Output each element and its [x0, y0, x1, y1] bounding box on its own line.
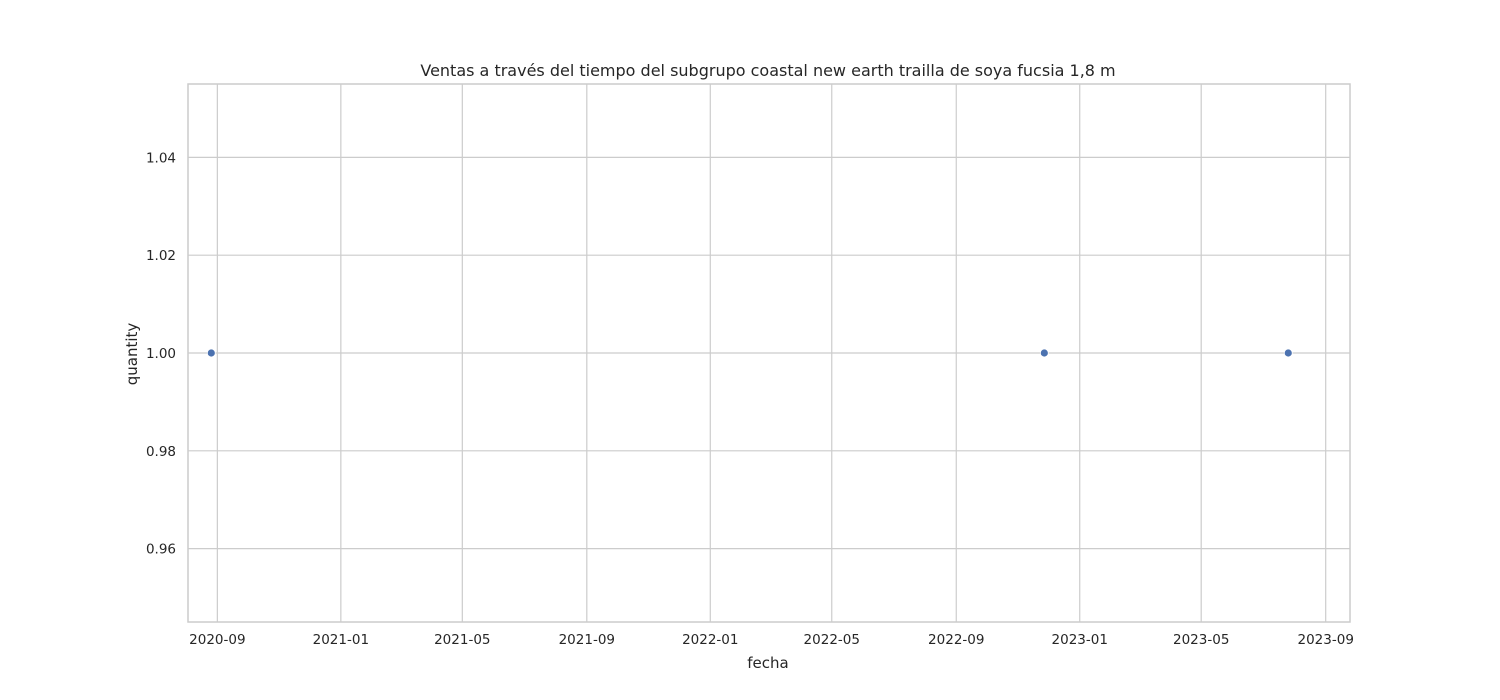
x-tick-label: 2022-05	[804, 632, 860, 648]
x-tick-label: 2020-09	[189, 632, 245, 648]
plot-frame	[187, 83, 1351, 623]
data-point	[1039, 348, 1049, 358]
tick-labels: 2020-09 2021-01 2021-05 2021-09 2022-01 2022-…	[146, 150, 1354, 648]
x-tick-label: 2021-01	[313, 632, 369, 648]
y-tick-label: 0.96	[146, 542, 176, 558]
y-tick-label: 0.98	[146, 444, 176, 460]
data-point	[206, 348, 216, 358]
x-tick-label: 2023-09	[1298, 632, 1354, 648]
data-point	[1283, 348, 1293, 358]
data-points	[206, 348, 1293, 358]
y-tick-label: 1.02	[146, 248, 176, 264]
y-axis-label: quantity	[123, 323, 141, 386]
x-tick-label: 2023-05	[1173, 632, 1229, 648]
grid	[188, 84, 1350, 622]
x-tick-label: 2022-01	[682, 632, 738, 648]
x-tick-label: 2022-09	[928, 632, 984, 648]
x-tick-label: 2021-09	[559, 632, 615, 648]
x-axis-label: fecha	[747, 654, 788, 672]
chart-title: Ventas a través del tiempo del subgrupo …	[420, 61, 1115, 80]
x-tick-label: 2023-01	[1052, 632, 1108, 648]
x-tick-label: 2021-05	[434, 632, 490, 648]
y-tick-label: 1.04	[146, 150, 176, 166]
y-tick-label: 1.00	[146, 346, 176, 362]
